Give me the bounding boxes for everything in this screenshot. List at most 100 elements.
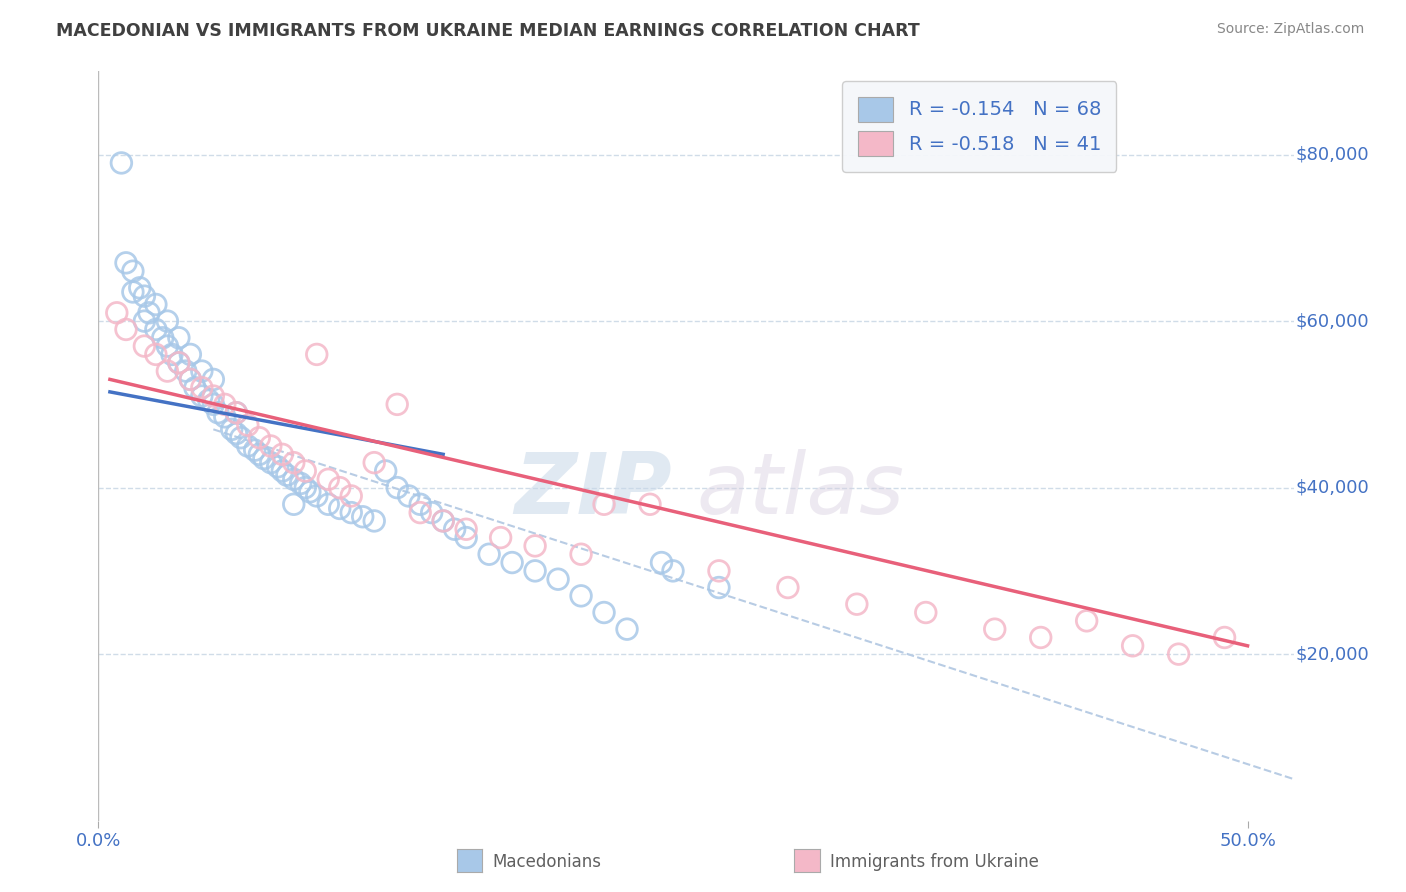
Point — [352, 509, 374, 524]
Text: $60,000: $60,000 — [1296, 312, 1369, 330]
Point — [229, 431, 252, 445]
Point — [156, 314, 179, 328]
Point — [225, 406, 247, 420]
Point — [174, 364, 197, 378]
Point — [156, 364, 179, 378]
Point — [253, 451, 276, 466]
Text: Immigrants from Ukraine: Immigrants from Ukraine — [830, 853, 1039, 871]
Point — [283, 456, 305, 470]
Point — [340, 489, 363, 503]
Point — [236, 418, 259, 433]
Point — [179, 372, 201, 386]
Text: $20,000: $20,000 — [1296, 645, 1369, 663]
Point — [283, 497, 305, 511]
Legend: R = -0.154   N = 68, R = -0.518   N = 41: R = -0.154 N = 68, R = -0.518 N = 41 — [842, 81, 1116, 172]
Point — [167, 356, 190, 370]
Point — [409, 506, 432, 520]
Point — [134, 289, 156, 303]
Point — [179, 372, 201, 386]
Point — [845, 597, 868, 611]
Point — [167, 331, 190, 345]
Point — [409, 497, 432, 511]
Point — [1213, 631, 1236, 645]
Point — [650, 556, 672, 570]
Point — [191, 381, 214, 395]
Text: Source: ZipAtlas.com: Source: ZipAtlas.com — [1216, 22, 1364, 37]
Point — [329, 481, 352, 495]
Point — [202, 389, 225, 403]
Point — [1029, 631, 1052, 645]
Point — [122, 264, 145, 278]
Point — [152, 331, 174, 345]
Point — [305, 489, 328, 503]
Point — [236, 439, 259, 453]
Text: MACEDONIAN VS IMMIGRANTS FROM UKRAINE MEDIAN EARNINGS CORRELATION CHART: MACEDONIAN VS IMMIGRANTS FROM UKRAINE ME… — [56, 22, 920, 40]
Point — [294, 481, 316, 495]
Point — [191, 389, 214, 403]
Point — [145, 297, 167, 311]
Point — [329, 501, 352, 516]
Point — [501, 556, 523, 570]
Point — [305, 347, 328, 361]
Point — [1167, 647, 1189, 661]
Point — [197, 393, 219, 408]
Point — [271, 464, 294, 478]
Point — [221, 422, 243, 436]
Point — [214, 409, 236, 424]
Point — [432, 514, 454, 528]
Point — [443, 522, 465, 536]
Point — [398, 489, 420, 503]
Point — [478, 547, 501, 561]
Point — [115, 256, 138, 270]
Point — [138, 306, 160, 320]
Point — [524, 564, 547, 578]
Point — [569, 589, 592, 603]
Point — [267, 459, 290, 474]
Point — [122, 285, 145, 299]
Point — [145, 347, 167, 361]
Point — [662, 564, 685, 578]
Point — [191, 364, 214, 378]
Point — [271, 447, 294, 461]
Point — [225, 406, 247, 420]
Text: Macedonians: Macedonians — [492, 853, 602, 871]
Text: $40,000: $40,000 — [1296, 479, 1369, 497]
Point — [638, 497, 661, 511]
Point — [179, 347, 201, 361]
Text: atlas: atlas — [696, 450, 904, 533]
Point — [145, 322, 167, 336]
Point — [110, 156, 132, 170]
Point — [294, 464, 316, 478]
Point — [247, 447, 270, 461]
Point — [167, 356, 190, 370]
Point — [593, 606, 616, 620]
Point — [184, 381, 207, 395]
Point — [385, 397, 409, 411]
Point — [128, 281, 150, 295]
Point — [524, 539, 547, 553]
Point — [1076, 614, 1098, 628]
Point — [1122, 639, 1144, 653]
Point — [776, 581, 799, 595]
Point — [247, 431, 270, 445]
Point — [316, 497, 339, 511]
Point — [489, 531, 512, 545]
Point — [225, 426, 247, 441]
Point — [207, 406, 229, 420]
Point — [432, 514, 454, 528]
Point — [707, 564, 730, 578]
Point — [914, 606, 936, 620]
Point — [283, 472, 305, 486]
Point — [984, 622, 1007, 636]
Point — [456, 522, 478, 536]
Point — [214, 397, 236, 411]
Point — [298, 484, 321, 499]
Point — [547, 572, 569, 586]
Point — [374, 464, 396, 478]
Point — [316, 472, 339, 486]
Point — [290, 476, 312, 491]
Point — [420, 506, 443, 520]
Point — [115, 322, 138, 336]
Point — [593, 497, 616, 511]
Point — [340, 506, 363, 520]
